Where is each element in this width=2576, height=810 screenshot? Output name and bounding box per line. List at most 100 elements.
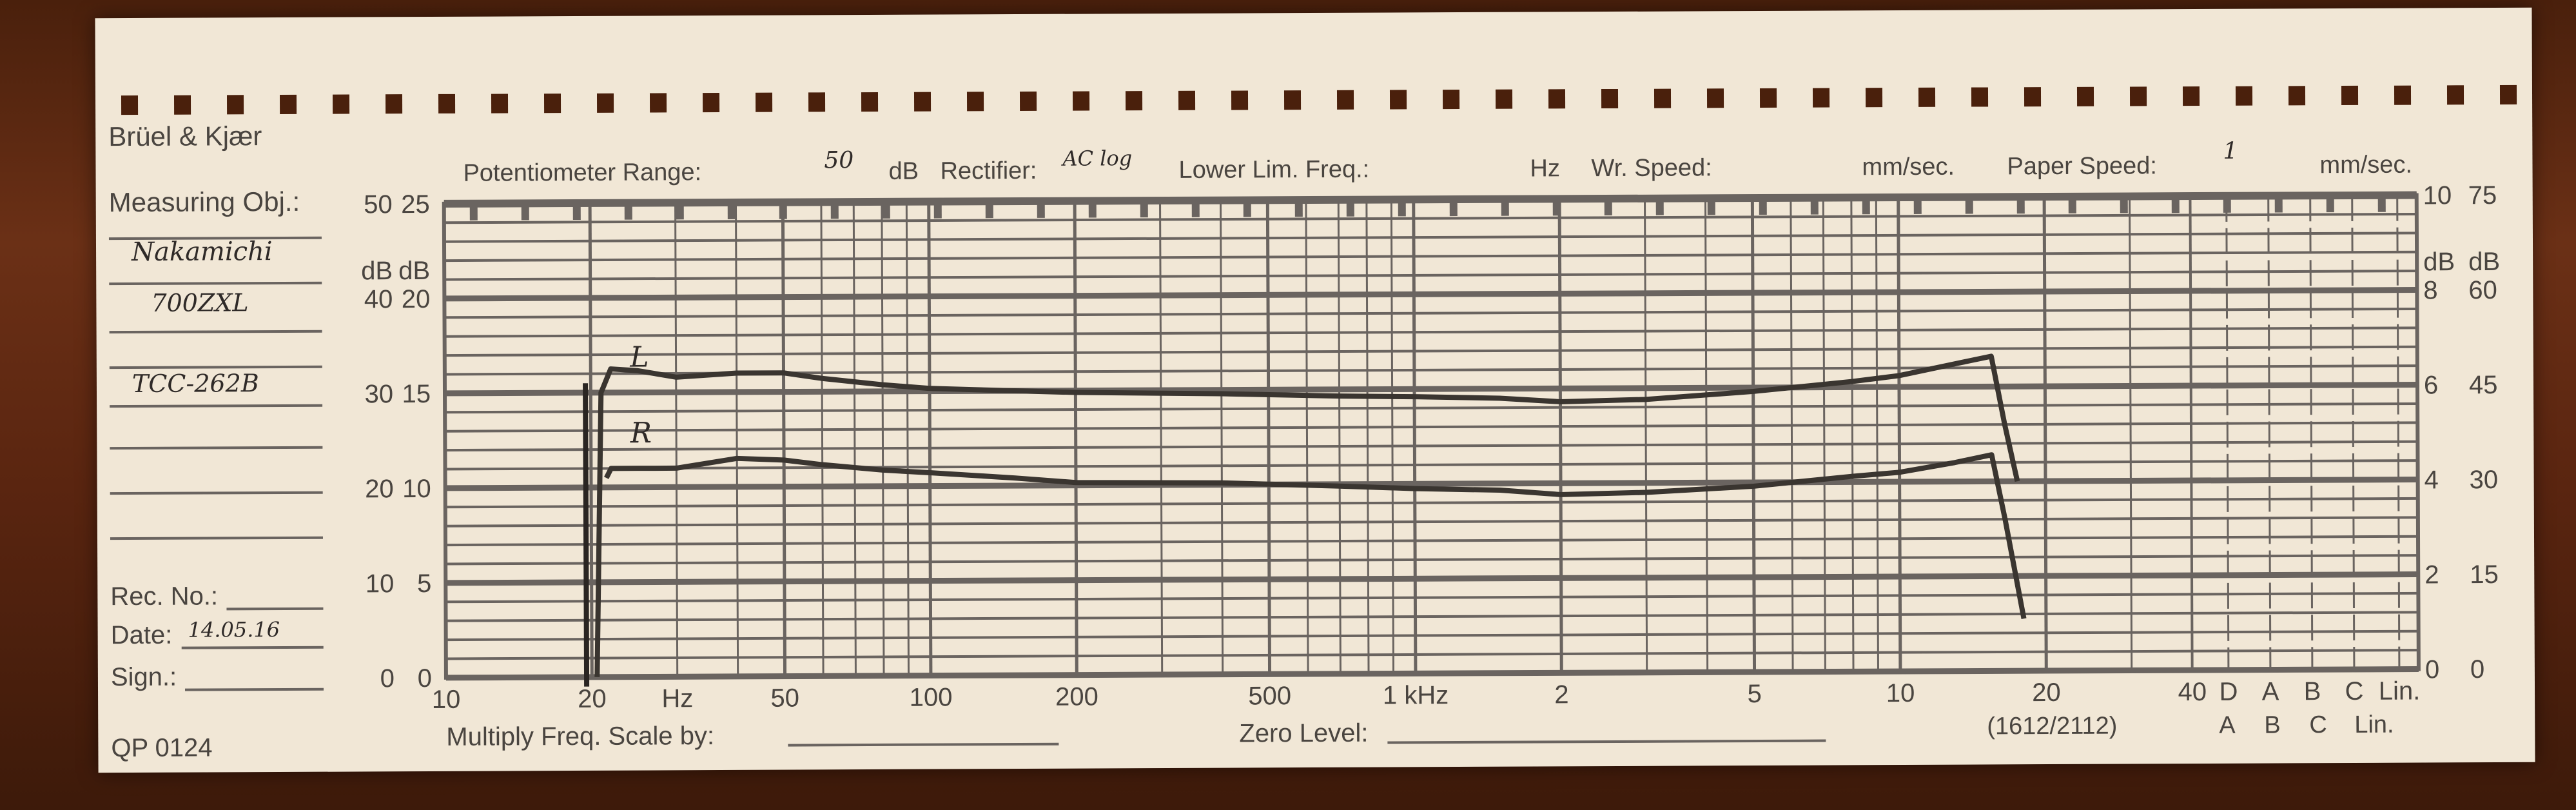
grid-line-vertical (927, 201, 933, 676)
sprocket-hole (2235, 86, 2253, 106)
top-tick-mark (1346, 199, 1354, 217)
right-scale-outer-label: 30 (2470, 466, 2499, 494)
potentiometer-value: 50 (824, 147, 854, 174)
top-tick-mark (1501, 199, 1509, 216)
top-tick-mark (1243, 200, 1251, 217)
grid-line-horizontal (444, 287, 2417, 302)
weighting-label: C (2345, 677, 2364, 706)
top-tick-mark (2377, 195, 2386, 212)
measuring-obj-line-1: Nakamichi (131, 237, 273, 268)
brand-logo: Brüel & Kjær (108, 121, 262, 152)
right-scale-inner-label: 8 (2423, 276, 2437, 304)
weighting-label: D (2220, 678, 2238, 706)
grid-line-horizontal (444, 382, 2417, 397)
grid-line-vertical (2189, 196, 2194, 671)
sprocket-hole (1442, 90, 1460, 110)
sprocket-hole (1918, 87, 1936, 107)
left-scale-outer-label: 30 (364, 380, 393, 408)
potentiometer-unit: dB (888, 157, 919, 185)
grid-line-horizontal (445, 554, 2419, 566)
sprocket-hole (808, 92, 826, 112)
sprocket-hole (1495, 89, 1513, 109)
grid-line-vertical (1750, 198, 1757, 673)
x-tick-label: 20 (578, 685, 607, 713)
top-tick-mark (1552, 199, 1561, 216)
grid-line-horizontal (445, 649, 2419, 660)
date-value: 14.05.16 (188, 617, 280, 642)
x-tick-label: 10 (432, 686, 461, 714)
left-scale-inner-label: 25 (401, 190, 430, 219)
sprocket-hole (1178, 90, 1196, 110)
top-tick-mark (2171, 196, 2180, 213)
top-tick-mark (1294, 200, 1303, 217)
sprocket-hole (966, 92, 984, 112)
weighting-b-row2: B (2264, 711, 2281, 739)
grid-line-vertical (2128, 196, 2133, 671)
top-tick-mark (882, 201, 890, 219)
top-tick-mark (1707, 198, 1715, 215)
series-line-l (594, 353, 2020, 677)
top-tick-mark (1655, 198, 1664, 215)
grid-line-horizontal (445, 459, 2418, 471)
plot-frame (442, 193, 2421, 680)
measuring-obj-line-2: 700ZXL (151, 288, 249, 317)
grid-line-horizontal (444, 326, 2417, 338)
top-tick-mark (624, 202, 632, 220)
sprocket-hole (121, 95, 139, 115)
sprocket-hole (2446, 85, 2464, 105)
frequency-response-chart: 10 20 Hz 50 100 200 500 1 kHz 2 5 10 20 40 D A B C Lin.0 0… (121, 84, 2517, 714)
grid-line-horizontal (445, 516, 2418, 528)
top-tick-mark (1862, 197, 1870, 215)
right-scale-outer-label: 0 (2470, 655, 2484, 684)
top-tick-mark (676, 202, 684, 220)
right-scale-outer-label: 60 (2468, 276, 2497, 304)
sprocket-hole (2341, 85, 2359, 106)
sprocket-hole (1548, 89, 1566, 109)
sprocket-hole (279, 94, 297, 115)
sprocket-hole (913, 92, 932, 112)
top-tick-mark (2016, 197, 2025, 214)
weighting-c-row2: C (2309, 711, 2327, 739)
left-scale-outer-label: 20 (365, 475, 394, 503)
grid-line-vertical (1704, 198, 1709, 673)
grid-line-vertical (734, 202, 739, 677)
top-tick-mark (1398, 199, 1406, 217)
top-tick-mark (830, 202, 839, 219)
x-tick-label: 500 (1248, 682, 1291, 710)
top-tick-mark (1140, 201, 1148, 218)
grid-line-vertical (2042, 197, 2048, 671)
sign-label: Sign.: (110, 662, 177, 692)
top-tick-mark (469, 203, 478, 221)
right-scale-outer-label: 45 (2469, 371, 2498, 399)
grid-line-vertical (588, 202, 594, 677)
sprocket-hole (1283, 90, 1302, 110)
series-line-r (604, 452, 2027, 620)
sprocket-hole (2129, 86, 2147, 106)
sprocket-hole (861, 92, 879, 112)
left-scale-outer-label: 50 (364, 190, 393, 219)
grid-line-horizontal (445, 421, 2418, 433)
top-tick-mark (1604, 198, 1612, 216)
top-tick-mark (1088, 201, 1097, 218)
measuring-obj-line-3: TCC-262B (132, 369, 259, 399)
grid-line-vertical (1850, 197, 1855, 672)
paper-speed-label: Paper Speed: (2007, 152, 2157, 181)
weighting-lin-row2: Lin. (2354, 711, 2394, 738)
grid-line-horizontal (444, 212, 2417, 224)
form-line (226, 607, 324, 611)
sprocket-hole (332, 94, 350, 114)
sprocket-hole (2076, 86, 2094, 106)
left-scale-outer-label: 40 (364, 285, 393, 313)
wr-speed-unit: mm/sec. (1862, 153, 1955, 181)
grid-line-horizontal (445, 629, 2419, 642)
weighting-line (2396, 195, 2401, 669)
left-scale-inner-label: 20 (402, 285, 431, 313)
weighting-line (2351, 195, 2356, 669)
pen-calibration-stroke (583, 383, 590, 687)
sprocket-hole (2499, 84, 2517, 104)
top-tick-mark (2068, 196, 2076, 213)
multiply-freq-label: Multiply Freq. Scale by: (446, 722, 715, 751)
sprocket-hole (2288, 86, 2306, 106)
sprocket-hole (1812, 88, 1830, 108)
left-scale-inner-label: 5 (417, 569, 431, 598)
